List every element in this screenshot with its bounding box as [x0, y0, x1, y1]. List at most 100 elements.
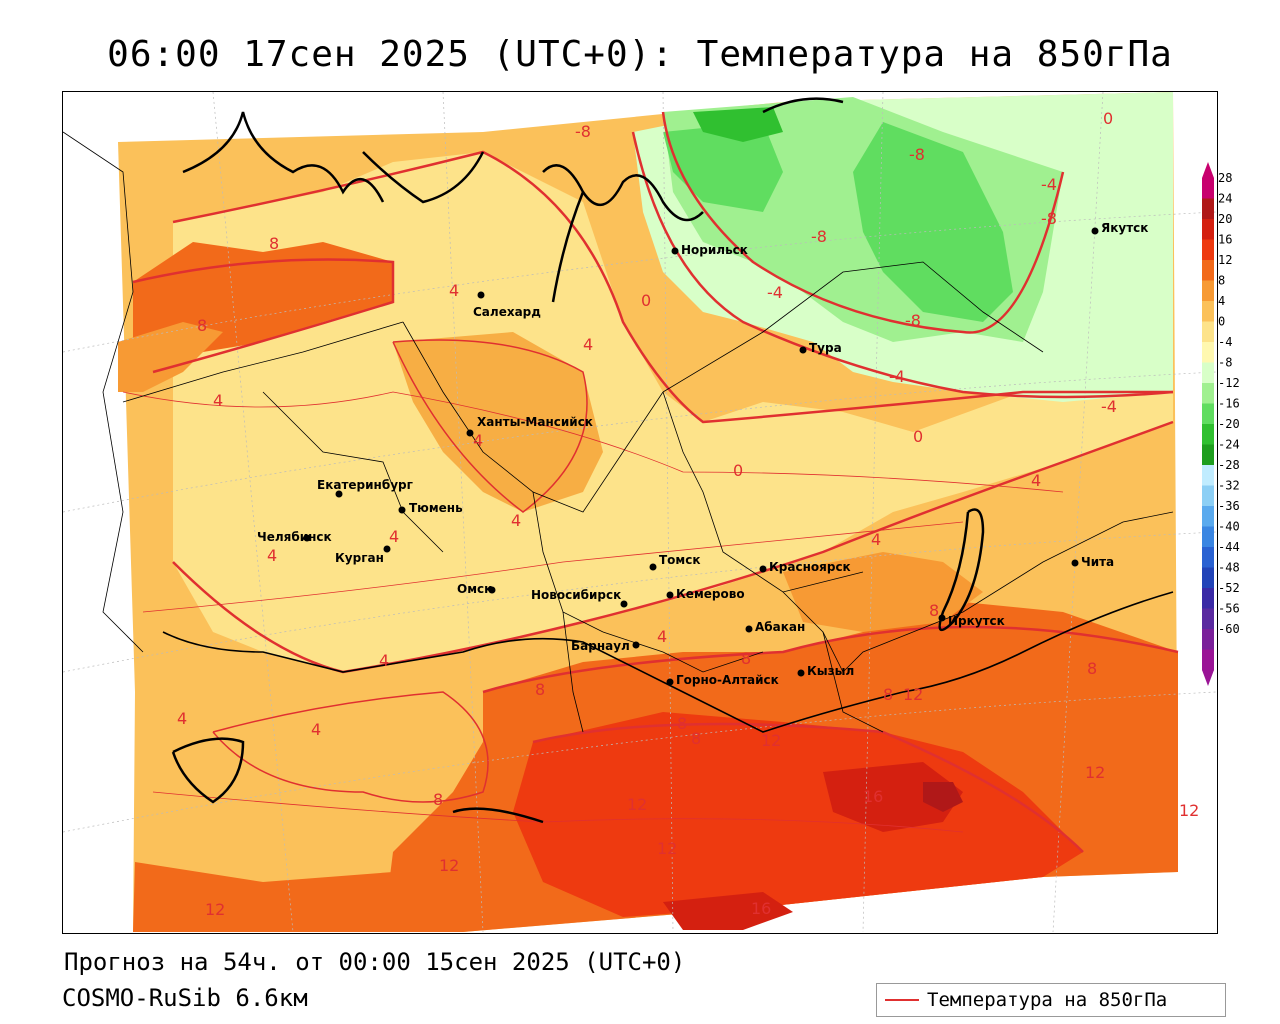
contour-label: 4	[213, 391, 223, 410]
colorbar-swatch	[1202, 178, 1214, 199]
contour-label: 4	[389, 527, 399, 546]
contour-label: 0	[913, 427, 923, 446]
contour-label: 8	[883, 685, 893, 704]
city-dot-krasnoyarsk	[759, 565, 767, 573]
colorbar-swatch	[1202, 444, 1214, 466]
model-name: COSMO-RuSib 6.6км	[62, 984, 308, 1012]
field-minus8-a	[853, 122, 1013, 322]
city-label: Екатеринбург	[317, 478, 413, 492]
colorbar-swatch	[1202, 485, 1214, 507]
city-dot-gorno	[666, 678, 674, 686]
contour-label: 0	[733, 461, 743, 480]
city-markers	[303, 227, 1099, 686]
city-label: Омск	[457, 582, 492, 596]
colorbar-tick-label: -4	[1218, 335, 1232, 349]
contour-label: -8	[811, 227, 827, 246]
colorbar-swatch	[1202, 629, 1214, 650]
city-label: Новосибирск	[531, 588, 621, 602]
colorbar-swatch	[1202, 362, 1214, 384]
colorbar-tick-label: -56	[1218, 602, 1240, 616]
city-label: Красноярск	[769, 560, 851, 574]
colorbar-swatch	[1202, 649, 1214, 671]
colorbar-tick-label: -60	[1218, 622, 1240, 636]
colorbar-swatch	[1202, 342, 1214, 363]
colorbar-svg: 28 24 20 16 12 8 4 0 -4 -8 -12 -16 -20 -24 -28 -32 -36 -4…	[1202, 162, 1240, 686]
colorbar-swatch	[1202, 260, 1214, 281]
contour-label: 4	[871, 530, 881, 549]
city-labels: Норильск Якутск Салехард Тура Ханты-Манс…	[257, 221, 1148, 687]
colorbar-tick-label: 20	[1218, 212, 1232, 226]
contour-label: 0	[1103, 109, 1113, 128]
contour-label: 12	[205, 900, 225, 919]
field-20	[923, 782, 963, 812]
contour-label: 12	[1085, 763, 1105, 782]
city-dot-chelyabinsk	[303, 534, 311, 542]
colorbar-tick-label: 28	[1218, 171, 1232, 185]
city-dot-tyumen	[398, 506, 406, 514]
city-dot-yakutsk	[1091, 227, 1099, 235]
contour-label: 4	[511, 511, 521, 530]
contour-label: 4	[657, 627, 667, 646]
city-dot-salekhard	[477, 291, 485, 299]
field-8-east	[783, 552, 983, 632]
contour-label: 4	[379, 651, 389, 670]
contour-label: 12	[657, 839, 677, 858]
city-label: Челябинск	[257, 530, 332, 544]
colorbar-swatch	[1202, 383, 1214, 404]
contour-label: 16	[751, 899, 771, 918]
city-dot-novosibirsk	[620, 600, 628, 608]
colorbar-swatch	[1202, 403, 1214, 425]
city-label: Томск	[659, 553, 701, 567]
field-4-8-central	[393, 332, 603, 512]
contour-label: 12	[761, 731, 781, 750]
colorbar-tick-label: 16	[1218, 233, 1232, 247]
colorbar-tick-label: -48	[1218, 561, 1240, 575]
map-title: 06:00 17сен 2025 (UTC+0): Температура на…	[107, 34, 1173, 75]
city-label: Салехард	[473, 305, 541, 319]
field-16-b	[663, 892, 793, 930]
contour-label: -8	[1041, 209, 1057, 228]
contour-label: 8	[677, 714, 687, 733]
contour-label: -4	[767, 283, 783, 302]
colorbar-tick-label: -20	[1218, 417, 1240, 431]
admin-borders	[63, 131, 1174, 733]
contour-label: 8	[1087, 659, 1097, 678]
colorbar-swatch	[1202, 526, 1214, 548]
colorbar-swatch	[1202, 608, 1214, 630]
city-dot-kurgan	[383, 545, 391, 553]
graticule	[63, 92, 1216, 932]
city-label: Норильск	[681, 243, 748, 257]
colorbar-tick-label: -44	[1218, 540, 1240, 554]
contour-label: 4	[311, 720, 321, 739]
city-dot-norilsk	[671, 247, 679, 255]
contour-label: 4	[267, 546, 277, 565]
contour-label: 12	[627, 795, 647, 814]
city-label: Курган	[335, 551, 384, 565]
temperature-field: Норильск Якутск Салехард Тура Ханты-Манс…	[63, 92, 1216, 932]
contour-label: 4	[449, 281, 459, 300]
city-label: Тура	[809, 341, 842, 355]
coastlines	[171, 97, 985, 824]
contour-label: 8	[433, 790, 443, 809]
contour-label: -8	[905, 311, 921, 330]
contour-label: 16	[863, 787, 883, 806]
colorbar-swatch	[1202, 219, 1214, 240]
city-dot-tura	[799, 346, 807, 354]
colorbar-swatch	[1202, 506, 1214, 527]
colorbar-tick-label: 0	[1218, 315, 1225, 329]
city-label: Иркутск	[948, 614, 1005, 628]
city-dot-khanty	[466, 429, 474, 437]
city-dot-kyzyl	[797, 669, 805, 677]
city-dot-kemerovo	[666, 591, 674, 599]
colorbar-tick-label: -16	[1218, 397, 1240, 411]
colorbar-swatch	[1202, 567, 1214, 589]
country-border	[162, 591, 1174, 733]
colorbar-tick-label: -12	[1218, 376, 1240, 390]
legend-label: Температура на 850гПа	[927, 989, 1168, 1011]
colorbar-tick-label: -24	[1218, 438, 1240, 452]
colorbar-tick-label: -32	[1218, 479, 1240, 493]
city-label: Якутск	[1101, 221, 1148, 235]
contour-label: 8	[741, 649, 751, 668]
city-dot-tomsk	[649, 563, 657, 571]
field-8-nw2	[118, 322, 223, 392]
